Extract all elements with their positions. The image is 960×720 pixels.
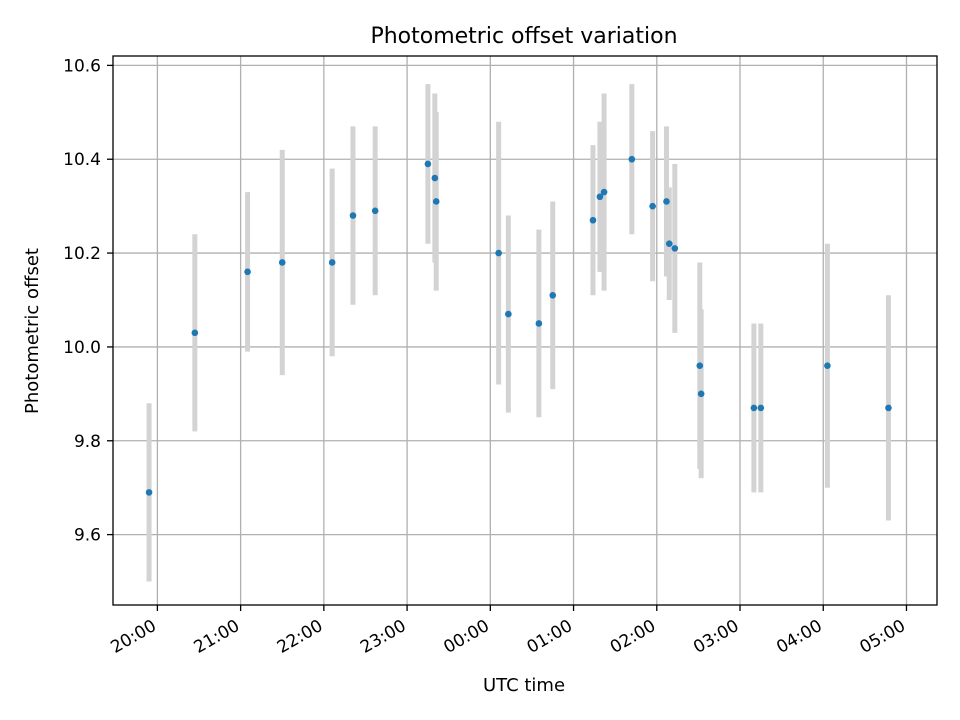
y-tick-label: 10.4: [63, 150, 101, 170]
data-point: [278, 259, 286, 266]
data-point: [589, 216, 597, 224]
chart-title: Photometric offset variation: [370, 24, 677, 49]
plot-frame: [112, 55, 938, 606]
data-point: [328, 259, 336, 266]
data-point: [697, 390, 705, 398]
data-point: [349, 212, 357, 219]
point-layer: [145, 155, 892, 496]
data-point: [535, 320, 543, 327]
y-tick-label: 10.6: [63, 56, 101, 76]
data-point: [663, 198, 670, 205]
data-point: [885, 404, 892, 412]
data-point: [628, 155, 636, 163]
data-point: [824, 362, 831, 369]
data-point: [371, 207, 379, 215]
data-point: [549, 292, 557, 299]
data-point: [757, 404, 765, 412]
data-point: [671, 245, 679, 252]
y-tick-label: 10.2: [63, 244, 101, 264]
grid-layer: [113, 56, 937, 605]
data-point: [649, 202, 656, 210]
data-point: [750, 404, 758, 412]
data-point: [495, 249, 502, 257]
data-point: [191, 329, 199, 337]
data-point: [432, 198, 440, 205]
data-point: [424, 160, 432, 168]
data-point: [596, 193, 604, 201]
data-point: [600, 188, 608, 196]
data-point: [665, 240, 673, 247]
x-axis-label: UTC time: [483, 675, 565, 696]
y-axis-label: Photometric offset: [22, 248, 43, 414]
data-point: [505, 310, 512, 318]
data-point: [145, 489, 153, 496]
data-point: [244, 268, 251, 276]
y-tick-label: 9.6: [74, 526, 101, 546]
y-tick-label: 9.8: [74, 432, 101, 452]
data-point: [431, 174, 439, 182]
y-tick-label: 10.0: [63, 338, 101, 358]
data-point: [696, 362, 704, 369]
